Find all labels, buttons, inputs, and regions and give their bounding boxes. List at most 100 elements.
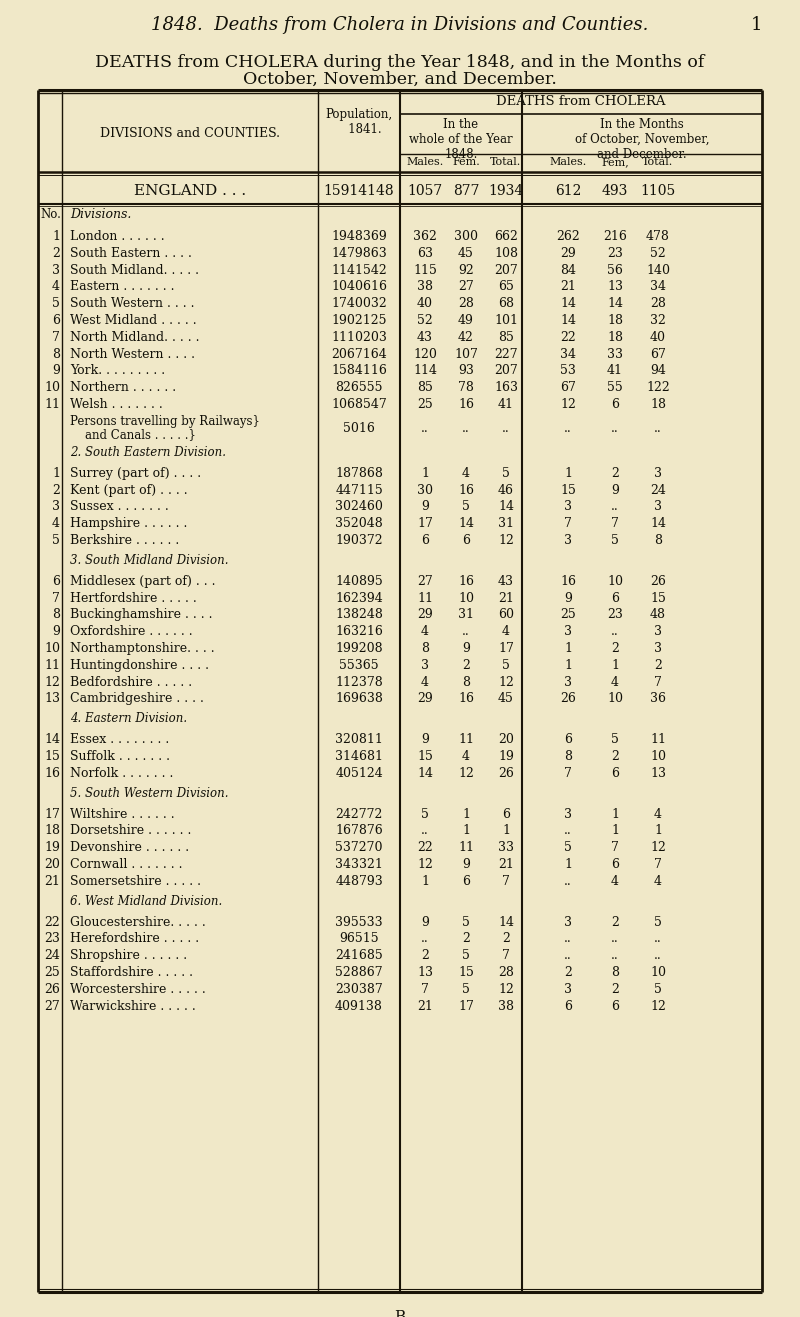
Text: 55365: 55365: [339, 658, 379, 672]
Text: DEATHS from CHOLERA: DEATHS from CHOLERA: [496, 95, 666, 108]
Text: 25: 25: [44, 965, 60, 979]
Text: B: B: [394, 1310, 406, 1317]
Text: 2: 2: [611, 915, 619, 928]
Text: 53: 53: [560, 365, 576, 378]
Text: 138248: 138248: [335, 608, 383, 622]
Text: Staffordshire . . . . .: Staffordshire . . . . .: [70, 965, 193, 979]
Text: 6: 6: [52, 313, 60, 327]
Text: 7: 7: [502, 874, 510, 888]
Text: 140895: 140895: [335, 574, 383, 587]
Text: 2: 2: [564, 965, 572, 979]
Text: 33: 33: [607, 348, 623, 361]
Text: ..: ..: [564, 950, 572, 963]
Text: 41: 41: [498, 398, 514, 411]
Text: 7: 7: [564, 518, 572, 531]
Text: Buckinghamshire . . . .: Buckinghamshire . . . .: [70, 608, 213, 622]
Text: 24: 24: [44, 950, 60, 963]
Text: 46: 46: [498, 483, 514, 497]
Text: 6: 6: [611, 591, 619, 605]
Text: 2. South Eastern Division.: 2. South Eastern Division.: [70, 445, 226, 458]
Text: 6: 6: [421, 533, 429, 547]
Text: 300: 300: [454, 230, 478, 244]
Text: 10: 10: [44, 641, 60, 655]
Text: 1902125: 1902125: [331, 313, 386, 327]
Text: 3: 3: [654, 641, 662, 655]
Text: 21: 21: [560, 281, 576, 294]
Text: 17: 17: [458, 1000, 474, 1013]
Text: 493: 493: [602, 184, 628, 198]
Text: Gloucestershire. . . . .: Gloucestershire. . . . .: [70, 915, 206, 928]
Text: 40: 40: [650, 331, 666, 344]
Text: 60: 60: [498, 608, 514, 622]
Text: 6: 6: [564, 1000, 572, 1013]
Text: ..: ..: [502, 421, 510, 435]
Text: Cornwall . . . . . . .: Cornwall . . . . . . .: [70, 857, 182, 871]
Text: 112378: 112378: [335, 676, 383, 689]
Text: 28: 28: [458, 298, 474, 311]
Text: 5: 5: [462, 950, 470, 963]
Text: 5: 5: [654, 982, 662, 996]
Text: 21: 21: [498, 857, 514, 871]
Text: Wiltshire . . . . . .: Wiltshire . . . . . .: [70, 807, 174, 820]
Text: 3: 3: [52, 263, 60, 277]
Text: 2: 2: [611, 982, 619, 996]
Text: Dorsetshire . . . . . .: Dorsetshire . . . . . .: [70, 824, 191, 838]
Text: Essex . . . . . . . .: Essex . . . . . . . .: [70, 734, 170, 747]
Text: 120: 120: [413, 348, 437, 361]
Text: Oxfordshire . . . . . .: Oxfordshire . . . . . .: [70, 626, 193, 639]
Text: 12: 12: [44, 676, 60, 689]
Text: 8: 8: [564, 749, 572, 763]
Text: 4: 4: [502, 626, 510, 639]
Text: 33: 33: [498, 842, 514, 855]
Text: 16: 16: [458, 483, 474, 497]
Text: 15: 15: [458, 965, 474, 979]
Text: 1: 1: [52, 230, 60, 244]
Text: 3: 3: [564, 807, 572, 820]
Text: ..: ..: [421, 421, 429, 435]
Text: 9: 9: [611, 483, 619, 497]
Text: 5: 5: [502, 658, 510, 672]
Text: Total.: Total.: [642, 157, 674, 167]
Text: 4: 4: [654, 807, 662, 820]
Text: ..: ..: [611, 932, 619, 946]
Text: 31: 31: [458, 608, 474, 622]
Text: 3: 3: [654, 500, 662, 514]
Text: 662: 662: [494, 230, 518, 244]
Text: 5: 5: [421, 807, 429, 820]
Text: 27: 27: [417, 574, 433, 587]
Text: 187868: 187868: [335, 466, 383, 479]
Text: 41: 41: [607, 365, 623, 378]
Text: 9: 9: [462, 641, 470, 655]
Text: 22: 22: [560, 331, 576, 344]
Text: 13: 13: [650, 766, 666, 780]
Text: 448793: 448793: [335, 874, 383, 888]
Text: South Midland. . . . .: South Midland. . . . .: [70, 263, 199, 277]
Text: 28: 28: [498, 965, 514, 979]
Text: 9: 9: [421, 500, 429, 514]
Text: 1105: 1105: [640, 184, 676, 198]
Text: 11: 11: [458, 734, 474, 747]
Text: 26: 26: [560, 693, 576, 706]
Text: 26: 26: [650, 574, 666, 587]
Text: 12: 12: [560, 398, 576, 411]
Text: 1: 1: [564, 658, 572, 672]
Text: 4: 4: [611, 874, 619, 888]
Text: 21: 21: [417, 1000, 433, 1013]
Text: Population,
   1841.: Population, 1841.: [326, 108, 393, 136]
Text: 15: 15: [560, 483, 576, 497]
Text: 1: 1: [611, 824, 619, 838]
Text: 12: 12: [458, 766, 474, 780]
Text: Fem.: Fem.: [452, 157, 480, 167]
Text: 11: 11: [44, 398, 60, 411]
Text: Surrey (part of) . . . .: Surrey (part of) . . . .: [70, 466, 201, 479]
Text: 7: 7: [52, 591, 60, 605]
Text: 1057: 1057: [407, 184, 442, 198]
Text: 2: 2: [611, 749, 619, 763]
Text: 612: 612: [555, 184, 581, 198]
Text: 5: 5: [564, 842, 572, 855]
Text: 5: 5: [52, 533, 60, 547]
Text: 1479863: 1479863: [331, 246, 387, 259]
Text: Northern . . . . . .: Northern . . . . . .: [70, 381, 176, 394]
Text: 7: 7: [52, 331, 60, 344]
Text: 115: 115: [413, 263, 437, 277]
